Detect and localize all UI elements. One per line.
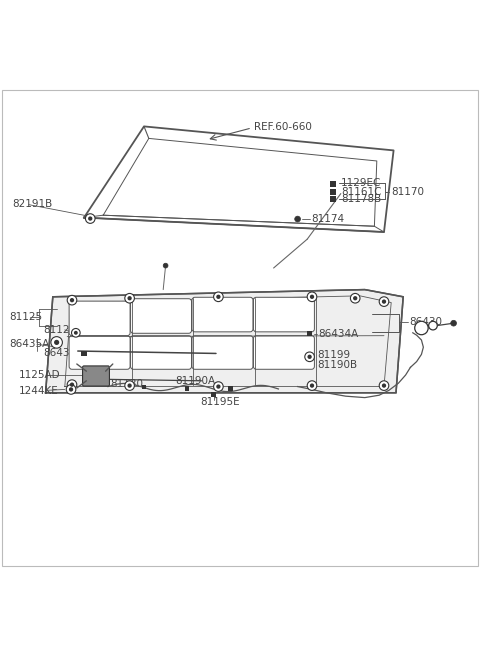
Circle shape xyxy=(88,216,92,220)
Circle shape xyxy=(70,382,74,387)
Bar xyxy=(142,385,146,389)
FancyBboxPatch shape xyxy=(83,366,109,386)
Text: 81161C: 81161C xyxy=(341,187,381,197)
Circle shape xyxy=(350,293,360,303)
Circle shape xyxy=(415,321,428,335)
Circle shape xyxy=(128,384,132,388)
Circle shape xyxy=(51,337,62,348)
Circle shape xyxy=(382,299,386,304)
Text: 81174: 81174 xyxy=(311,214,344,224)
Circle shape xyxy=(379,380,389,390)
FancyBboxPatch shape xyxy=(69,336,130,369)
Text: 81199: 81199 xyxy=(317,350,350,360)
Text: 81125: 81125 xyxy=(10,312,43,323)
Text: 1244KE: 1244KE xyxy=(19,386,59,396)
Circle shape xyxy=(74,331,78,335)
Circle shape xyxy=(72,329,80,337)
Circle shape xyxy=(128,296,132,300)
Text: 81170: 81170 xyxy=(391,187,424,197)
Bar xyxy=(228,386,232,390)
Text: 81190B: 81190B xyxy=(317,360,357,370)
Text: 1125AD: 1125AD xyxy=(19,369,61,380)
Circle shape xyxy=(214,292,223,302)
Text: 86434A: 86434A xyxy=(318,329,359,338)
Circle shape xyxy=(163,263,168,268)
FancyBboxPatch shape xyxy=(69,301,130,336)
Circle shape xyxy=(214,382,223,392)
Polygon shape xyxy=(46,289,403,393)
FancyBboxPatch shape xyxy=(192,297,253,332)
Circle shape xyxy=(67,295,77,305)
Circle shape xyxy=(69,387,73,392)
Circle shape xyxy=(67,380,77,390)
Circle shape xyxy=(310,295,314,299)
Circle shape xyxy=(54,340,59,345)
Circle shape xyxy=(125,293,134,303)
Circle shape xyxy=(125,380,134,390)
Circle shape xyxy=(70,298,74,302)
Bar xyxy=(185,386,189,390)
Circle shape xyxy=(216,295,221,299)
Text: 86438A: 86438A xyxy=(43,348,84,358)
Text: REF.60-660: REF.60-660 xyxy=(254,122,312,132)
Circle shape xyxy=(353,296,357,300)
Text: 1129EC: 1129EC xyxy=(341,178,381,188)
Circle shape xyxy=(382,384,386,388)
Circle shape xyxy=(216,384,221,389)
FancyBboxPatch shape xyxy=(131,298,192,333)
Text: 82191B: 82191B xyxy=(12,199,52,209)
Bar xyxy=(329,181,336,187)
Text: 81190A: 81190A xyxy=(175,376,216,386)
Circle shape xyxy=(379,297,389,306)
Bar xyxy=(329,189,336,195)
Text: 81195E: 81195E xyxy=(201,398,240,407)
Circle shape xyxy=(310,384,314,388)
Bar xyxy=(307,331,312,337)
Circle shape xyxy=(85,214,95,223)
Circle shape xyxy=(307,292,317,302)
Circle shape xyxy=(295,216,300,222)
Bar xyxy=(329,196,336,203)
Bar xyxy=(81,350,87,356)
Text: 86435A: 86435A xyxy=(10,339,50,349)
Circle shape xyxy=(307,380,317,390)
FancyBboxPatch shape xyxy=(131,336,192,369)
Text: 81130: 81130 xyxy=(110,379,144,389)
Circle shape xyxy=(429,321,437,330)
FancyBboxPatch shape xyxy=(253,336,314,369)
Bar xyxy=(211,392,216,397)
FancyBboxPatch shape xyxy=(253,297,314,332)
Circle shape xyxy=(307,355,312,359)
Circle shape xyxy=(451,320,456,326)
Circle shape xyxy=(305,352,314,361)
FancyBboxPatch shape xyxy=(192,336,253,369)
Text: 81178B: 81178B xyxy=(341,194,381,205)
Text: 81126: 81126 xyxy=(43,325,76,335)
Text: 86430: 86430 xyxy=(409,318,442,327)
Circle shape xyxy=(66,384,76,394)
